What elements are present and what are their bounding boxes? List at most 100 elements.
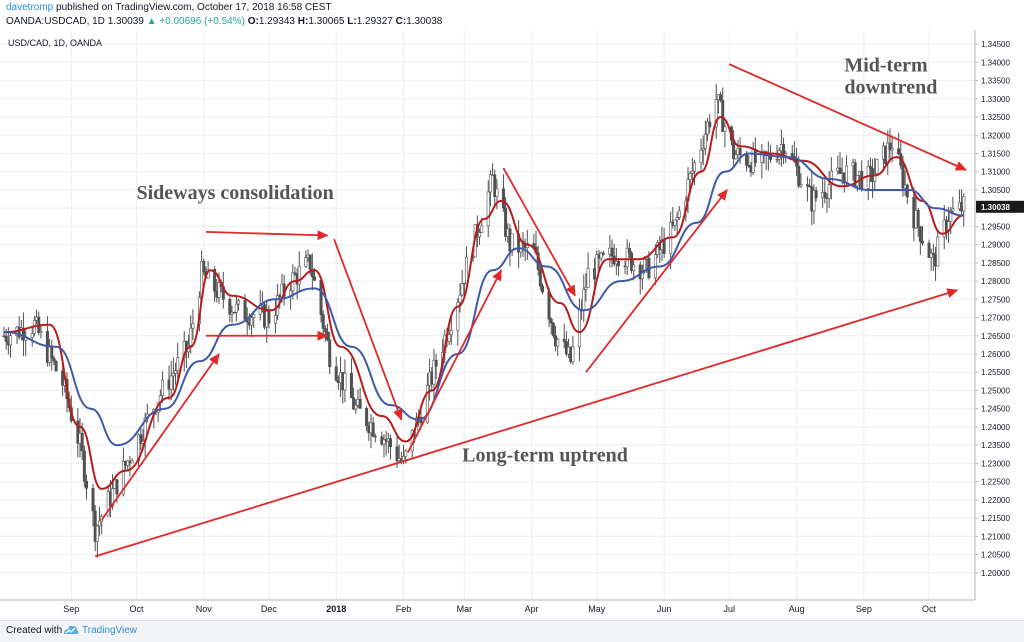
author-link[interactable]: davetromp bbox=[6, 2, 54, 13]
candle-body-up bbox=[929, 252, 933, 258]
candle-body-down bbox=[805, 184, 809, 187]
tradingview-logo-icon[interactable] bbox=[62, 623, 80, 637]
close-label: C: bbox=[395, 16, 407, 27]
candle-body-up bbox=[510, 233, 514, 252]
candle-body-down bbox=[838, 167, 842, 174]
low-value: 1.29327 bbox=[356, 16, 393, 27]
x-tick-label: Mar bbox=[457, 604, 473, 614]
footer: Created with TradingView bbox=[0, 620, 1024, 642]
candle-body-up bbox=[486, 191, 490, 227]
x-tick-label: Jul bbox=[723, 604, 735, 614]
candle-body-down bbox=[501, 188, 505, 209]
candle-body-up bbox=[404, 450, 408, 457]
candle-body-up bbox=[784, 153, 788, 156]
candle-body-down bbox=[868, 165, 872, 169]
candle-body-down bbox=[52, 357, 56, 362]
y-tick-label: 1.25000 bbox=[981, 386, 1010, 395]
trend-arrow-1 bbox=[94, 288, 959, 558]
high-label: H: bbox=[297, 16, 309, 27]
candle-body-down bbox=[797, 165, 801, 187]
candle-body-down bbox=[916, 210, 920, 228]
candle-body-up bbox=[174, 370, 178, 374]
candle-body-up bbox=[191, 323, 195, 329]
candle-body-up bbox=[447, 334, 451, 342]
trend-arrows bbox=[94, 63, 967, 558]
trend-arrow-5 bbox=[333, 238, 403, 421]
up-triangle-icon: ▲ bbox=[146, 16, 157, 27]
time-axis[interactable]: Sep Oct Nov Dec 2018 Feb Mar Apr May Jun Jul Aug Sep… bbox=[63, 604, 936, 614]
y-tick-label: 1.34500 bbox=[981, 40, 1010, 49]
x-tick-label: Sep bbox=[63, 604, 79, 614]
candle-body-up bbox=[297, 266, 301, 285]
y-tick-label: 1.22500 bbox=[981, 478, 1010, 487]
candle-body-down bbox=[228, 298, 232, 315]
chart-frame[interactable]: Sideways consolidation Mid-term downtrend L… bbox=[0, 30, 1024, 620]
candle-body-down bbox=[371, 422, 375, 437]
y-tick-label: 1.27500 bbox=[981, 295, 1010, 304]
candle-body-down bbox=[243, 300, 247, 320]
trend-arrow-3 bbox=[205, 230, 329, 241]
trend-arrow-7 bbox=[502, 167, 576, 297]
candle-body-up bbox=[706, 121, 710, 135]
candle-body-up bbox=[425, 385, 429, 423]
candle-body-up bbox=[456, 301, 460, 331]
candle-body-down bbox=[905, 184, 909, 198]
candle-body-up bbox=[688, 173, 692, 181]
annotation-mid-term-1: Mid-term bbox=[844, 54, 928, 76]
candle-body-down bbox=[54, 361, 58, 372]
candle-body-up bbox=[599, 252, 603, 259]
symbol-name: OANDA:USDCAD, 1D bbox=[6, 16, 105, 27]
candle-body-down bbox=[50, 346, 54, 359]
candle-body-down bbox=[293, 272, 297, 275]
y-tick-label: 1.24000 bbox=[981, 423, 1010, 432]
candle-body-down bbox=[202, 260, 206, 273]
tradingview-link[interactable]: TradingView bbox=[82, 625, 138, 636]
trend-arrow-9 bbox=[728, 63, 967, 171]
candle-body-down bbox=[921, 241, 925, 244]
candle-body-up bbox=[829, 170, 833, 186]
candle-body-down bbox=[745, 154, 749, 166]
candle-body-up bbox=[677, 210, 681, 218]
ma-fast-line bbox=[3, 115, 964, 490]
candle-body-down bbox=[80, 432, 84, 452]
candle-body-up bbox=[189, 327, 193, 346]
candle-body-up bbox=[250, 317, 254, 326]
candle-body-down bbox=[267, 311, 271, 324]
candle-body-down bbox=[213, 269, 217, 292]
candle-body-down bbox=[853, 162, 857, 187]
candle-body-up bbox=[625, 247, 629, 268]
y-tick-label: 1.21500 bbox=[981, 514, 1010, 523]
publish-info: published on TradingView.com, October 17… bbox=[56, 2, 332, 13]
trend-arrow-6 bbox=[407, 269, 503, 453]
candle-body-up bbox=[161, 379, 165, 396]
candle-body-up bbox=[304, 257, 308, 267]
candle-body-down bbox=[328, 339, 332, 368]
candle-body-down bbox=[888, 142, 892, 151]
y-tick-label: 1.22000 bbox=[981, 496, 1010, 505]
candle-body-up bbox=[582, 288, 586, 311]
candle-body-down bbox=[738, 148, 742, 156]
open-label: O: bbox=[247, 16, 259, 27]
candle-body-down bbox=[115, 479, 119, 495]
candle-body-up bbox=[237, 300, 241, 305]
candle-body-down bbox=[927, 242, 931, 258]
y-tick-label: 1.29000 bbox=[981, 241, 1010, 250]
candle-body-up bbox=[30, 333, 34, 338]
candle-body-up bbox=[723, 126, 727, 132]
candle-body-down bbox=[76, 420, 80, 444]
candle-body-down bbox=[627, 247, 631, 254]
x-tick-label: Feb bbox=[396, 604, 412, 614]
price-axis[interactable]: 1.20000 1.20500 1.21000 1.21500 1.22000 1.225… bbox=[975, 40, 1024, 578]
x-tick-label: 2018 bbox=[326, 604, 346, 614]
candle-body-down bbox=[549, 318, 553, 324]
candle-body-down bbox=[310, 269, 314, 278]
x-tick-label: Apr bbox=[525, 604, 539, 614]
y-tick-label: 1.28000 bbox=[981, 277, 1010, 286]
candle-body-down bbox=[365, 408, 369, 427]
candle-body-up bbox=[949, 210, 953, 222]
candle-body-down bbox=[91, 488, 95, 512]
annotation-mid-term-2: downtrend bbox=[844, 76, 937, 98]
candle-body-up bbox=[873, 173, 877, 182]
candle-body-up bbox=[584, 287, 588, 290]
